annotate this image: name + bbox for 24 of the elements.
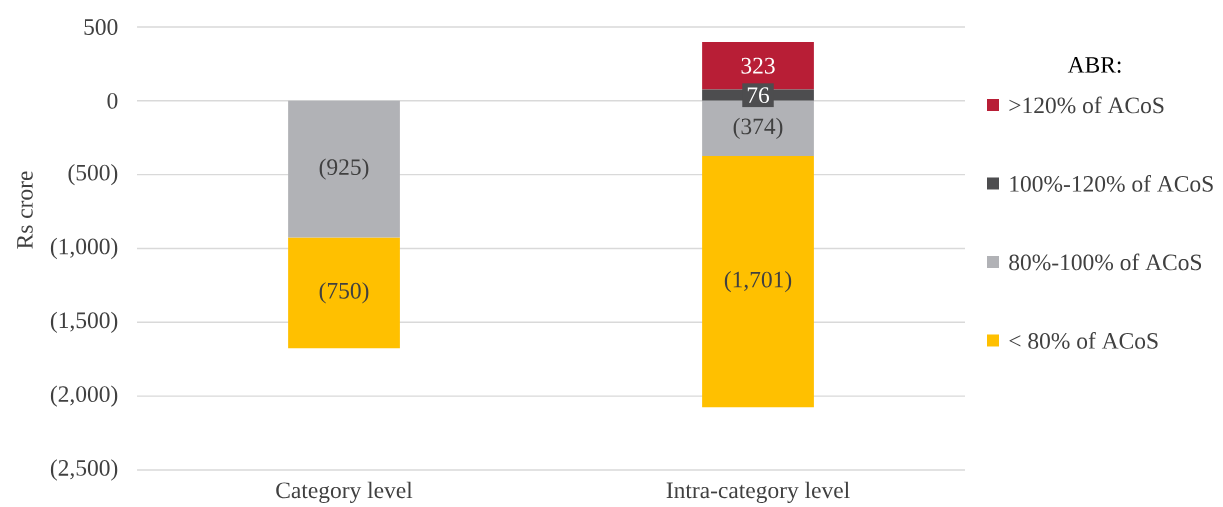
y-tick-label: (1,000) <box>50 237 118 259</box>
data-label: 76 <box>747 87 770 103</box>
bar <box>288 100 400 238</box>
y-tick-label: (2,000) <box>50 385 118 407</box>
bar <box>288 237 400 348</box>
data-label: (925) <box>319 158 369 180</box>
legend-label: < 80% of ACoS <box>1009 331 1158 349</box>
y-tick-label: (2,500) <box>50 459 118 481</box>
legend-title: ABR: <box>1067 56 1121 73</box>
legend-label: 100%-120% of ACoS <box>1010 174 1213 192</box>
y-tick-label: 0 <box>107 92 118 109</box>
data-label: (750) <box>319 281 369 304</box>
legend-label: >120% of ACoS <box>1009 96 1164 114</box>
x-tick-label: Category level <box>276 481 413 503</box>
y-axis-title: Rs crore <box>17 171 33 249</box>
data-label: (374) <box>733 117 783 139</box>
x-tick-label: Intra-category level <box>666 481 850 503</box>
bar <box>702 155 814 407</box>
data-label: (1,701) <box>724 270 792 293</box>
y-tick-label: (1,500) <box>50 311 118 333</box>
y-tick-label: 500 <box>84 18 118 35</box>
data-label: 323 <box>741 57 775 74</box>
y-tick-label: (500) <box>68 163 118 186</box>
legend-label: 80%-100% of ACoS <box>1009 253 1202 271</box>
